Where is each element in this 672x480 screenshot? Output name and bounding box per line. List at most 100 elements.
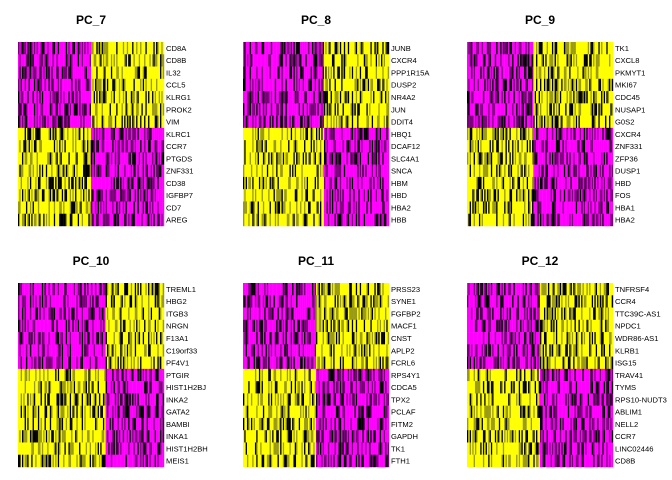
heatmap-cell: [61, 176, 64, 190]
heatmap-cell: [130, 103, 133, 116]
heatmap-cell: [541, 164, 543, 178]
heatmap-cell: [154, 201, 157, 214]
heatmap-cell: [72, 42, 74, 55]
heatmap-cell: [52, 176, 55, 190]
heatmap-cell: [377, 66, 379, 79]
heatmap-cell: [81, 103, 84, 116]
heatmap-cell: [385, 201, 387, 214]
heatmap-cell: [161, 176, 163, 190]
heatmap-cell: [327, 66, 330, 79]
gene-label: HBD: [615, 179, 632, 188]
heatmap-cell: [543, 164, 546, 178]
heatmap-cell: [597, 176, 599, 190]
heatmap-cell: [347, 103, 350, 116]
heatmap-cell: [545, 66, 547, 79]
heatmap-cell: [126, 213, 129, 227]
heatmap-cell: [383, 164, 386, 178]
heatmap-cell: [517, 140, 519, 153]
heatmap-cell: [25, 91, 28, 104]
heatmap-cell: [496, 201, 498, 214]
heatmap-cell: [468, 201, 470, 214]
heatmap-cell: [553, 164, 555, 178]
heatmap-cell: [510, 140, 513, 153]
heatmap-cell: [130, 189, 133, 202]
heatmap-cell: [91, 127, 93, 141]
heatmap-cell: [20, 189, 23, 202]
heatmap-cell: [377, 78, 379, 92]
heatmap-cell: [40, 152, 43, 165]
heatmap-cell: [268, 213, 270, 227]
heatmap-cell: [488, 103, 490, 116]
heatmap-cell: [566, 103, 569, 116]
heatmap-cell: [309, 42, 311, 55]
heatmap-cell: [377, 176, 379, 190]
heatmap-cell: [542, 91, 545, 104]
heatmap-cell: [306, 152, 309, 165]
heatmap-cell: [533, 42, 535, 55]
heatmap-cell: [326, 201, 329, 214]
heatmap-cell: [73, 152, 76, 165]
heatmap-cell: [573, 78, 575, 92]
heatmap-cell: [575, 103, 578, 116]
heatmap-cell: [25, 164, 28, 178]
heatmap-cell: [32, 66, 35, 79]
heatmap-cell: [322, 189, 325, 202]
gene-label: DDIT4: [391, 118, 413, 127]
heatmap-cell: [470, 152, 473, 165]
heatmap-cell: [565, 78, 567, 92]
heatmap-cell: [355, 54, 358, 67]
heatmap-cell: [579, 78, 582, 92]
heatmap-cell: [124, 66, 126, 79]
heatmap-cell: [494, 127, 497, 141]
heatmap-cell: [280, 213, 282, 227]
heatmap-cell: [329, 91, 331, 104]
heatmap-cell: [310, 152, 313, 165]
heatmap-cell: [351, 176, 354, 190]
heatmap-cell: [330, 127, 333, 141]
gene-label: ZFP36: [615, 154, 638, 163]
heatmap-cell: [343, 164, 346, 178]
heatmap-cell: [481, 91, 484, 104]
heatmap-cell: [137, 140, 139, 153]
heatmap-cell: [561, 189, 563, 202]
heatmap-cell: [128, 127, 130, 141]
heatmap-cell: [331, 103, 334, 116]
heatmap-cell: [322, 66, 325, 79]
heatmap-cell: [96, 115, 98, 129]
heatmap-cell: [386, 201, 388, 214]
heatmap-cell: [316, 201, 318, 214]
heatmap-cell: [378, 66, 380, 79]
heatmap-cell: [146, 127, 149, 141]
heatmap-cell: [246, 213, 249, 227]
heatmap-cell: [358, 103, 360, 116]
heatmap-cell: [386, 213, 388, 227]
heatmap-cell: [514, 176, 517, 190]
heatmap-cell: [156, 164, 158, 178]
heatmap-cell: [533, 164, 535, 178]
heatmap-cell: [243, 78, 245, 92]
heatmap-cell: [367, 213, 370, 227]
heatmap-cell: [116, 127, 118, 141]
heatmap-cell: [266, 78, 269, 92]
heatmap-cell: [37, 140, 40, 153]
heatmap-cell: [528, 213, 530, 227]
heatmap-cell: [474, 115, 477, 129]
heatmap-cell: [550, 103, 553, 116]
heatmap-cell: [261, 189, 264, 202]
heatmap-cell: [253, 91, 256, 104]
heatmap-cell: [85, 91, 88, 104]
heatmap-cell: [524, 78, 526, 92]
heatmap-cell: [71, 91, 73, 104]
heatmap-cell: [269, 66, 272, 79]
heatmap-cell: [381, 176, 383, 190]
heatmap-cell: [101, 164, 104, 178]
heatmap-cell: [353, 213, 355, 227]
heatmap-cell: [310, 176, 313, 190]
heatmap-cell: [298, 78, 301, 92]
heatmap-cell: [96, 78, 98, 92]
heatmap-cell: [130, 78, 133, 92]
heatmap-cell: [136, 127, 138, 141]
heatmap-cell: [261, 140, 264, 153]
heatmap-cell: [262, 152, 265, 165]
heatmap-cell: [278, 91, 281, 104]
